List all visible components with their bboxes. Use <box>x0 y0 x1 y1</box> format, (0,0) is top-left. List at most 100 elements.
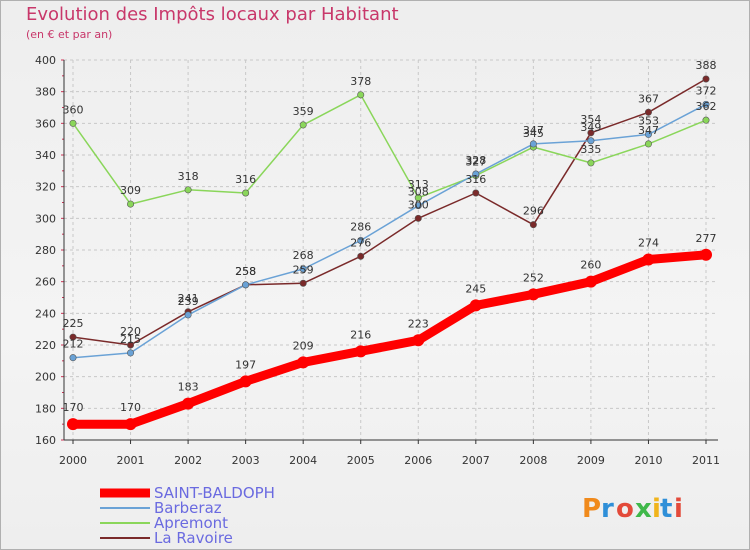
data-label: 258 <box>235 265 256 278</box>
data-label: 260 <box>580 259 601 272</box>
data-label: 223 <box>408 317 429 330</box>
data-point <box>182 397 195 410</box>
data-point <box>644 108 652 116</box>
chart-title: Evolution des Impôts locaux par Habitant <box>26 4 399 25</box>
data-label: 245 <box>465 282 486 295</box>
data-point <box>299 265 307 273</box>
logo-text-p: P <box>582 494 601 524</box>
data-label: 309 <box>120 184 141 197</box>
data-label: 316 <box>465 173 486 186</box>
y-tick-label: 360 <box>35 117 56 130</box>
series-line-saint-baldoph <box>68 250 711 429</box>
data-point <box>644 130 652 138</box>
data-label: 318 <box>178 170 199 183</box>
data-point <box>69 333 77 341</box>
data-label: 360 <box>63 103 84 116</box>
data-point <box>127 341 135 349</box>
legend-entry: SAINT-BALDOPH <box>154 484 275 502</box>
data-labels: 225 220 241 258 259 276 300 316 296 354 367 388 360 3… <box>63 59 717 414</box>
data-point <box>299 279 307 287</box>
logo-text-x: x <box>635 494 652 524</box>
y-tick-label: 260 <box>35 276 56 289</box>
data-label: 197 <box>235 358 256 371</box>
data-label: 259 <box>293 263 314 276</box>
y-tick-label: 340 <box>35 149 56 162</box>
x-tick-label: 2003 <box>232 454 260 467</box>
data-label: 241 <box>178 292 199 305</box>
data-label: 170 <box>63 401 84 414</box>
data-point <box>354 345 367 358</box>
data-label: 258 <box>235 265 256 278</box>
y-tick-label: 160 <box>35 434 56 447</box>
data-point <box>702 116 710 124</box>
data-label: 225 <box>63 317 84 330</box>
data-point <box>587 137 595 145</box>
x-tick-labels: 2000 2001 2002 2003 2004 2005 2006 2007 2008 2009… <box>59 454 720 467</box>
data-point <box>69 354 77 362</box>
x-tick-label: 2000 <box>59 454 87 467</box>
x-tick-label: 2001 <box>117 454 145 467</box>
y-tick-label: 280 <box>35 244 56 257</box>
data-point <box>184 186 192 194</box>
data-point <box>700 248 712 261</box>
data-label: 362 <box>696 100 717 113</box>
data-label: 296 <box>523 205 544 218</box>
data-point <box>69 119 77 127</box>
proxiti-logo: P r o x i t i <box>582 494 683 524</box>
data-point <box>472 170 480 178</box>
data-point <box>469 299 482 312</box>
data-label: 353 <box>638 114 659 127</box>
data-point <box>412 334 425 347</box>
axes <box>61 59 718 444</box>
y-tick-label: 400 <box>35 54 56 67</box>
data-point <box>584 275 597 288</box>
data-label: 212 <box>63 338 84 351</box>
data-label: 347 <box>523 124 544 137</box>
data-point <box>529 221 537 229</box>
y-tick-label: 200 <box>35 371 56 384</box>
y-tick-label: 220 <box>35 339 56 352</box>
data-point <box>67 418 79 431</box>
data-point <box>242 189 250 197</box>
x-tick-label: 2007 <box>462 454 490 467</box>
data-point <box>299 121 307 129</box>
data-label: 354 <box>580 113 601 126</box>
data-point <box>239 375 252 388</box>
data-label: 378 <box>350 75 371 88</box>
data-label: 388 <box>696 59 717 72</box>
data-point <box>127 349 135 357</box>
data-label: 170 <box>120 401 141 414</box>
data-point <box>242 281 250 289</box>
data-point <box>642 253 655 266</box>
y-tick-label: 380 <box>35 86 56 99</box>
data-label: 316 <box>235 173 256 186</box>
data-label: 349 <box>580 121 601 134</box>
x-tick-label: 2011 <box>692 454 720 467</box>
data-point <box>527 288 540 301</box>
data-point <box>644 140 652 148</box>
data-label: 216 <box>350 328 371 341</box>
data-point <box>702 100 710 108</box>
data-label: 183 <box>178 381 199 394</box>
data-label: 252 <box>523 271 544 284</box>
data-label: 215 <box>120 333 141 346</box>
data-point <box>414 194 422 202</box>
legend-entry: Barberaz <box>154 499 222 517</box>
logo-text-i1: i <box>652 494 661 524</box>
data-label: 345 <box>523 127 544 140</box>
x-tick-label: 2004 <box>289 454 317 467</box>
y-tick-label: 180 <box>35 402 56 415</box>
y-tick-label: 300 <box>35 212 56 225</box>
logo-text-t: t <box>660 494 672 524</box>
data-label: 327 <box>465 156 486 169</box>
data-label: 239 <box>178 295 199 308</box>
logo-text-r: r <box>601 494 614 524</box>
legend-entry: La Ravoire <box>154 529 233 547</box>
x-tick-label: 2005 <box>347 454 375 467</box>
y-tick-label: 320 <box>35 181 56 194</box>
data-point <box>184 311 192 319</box>
data-label: 286 <box>350 221 371 234</box>
series-lines <box>68 78 711 429</box>
